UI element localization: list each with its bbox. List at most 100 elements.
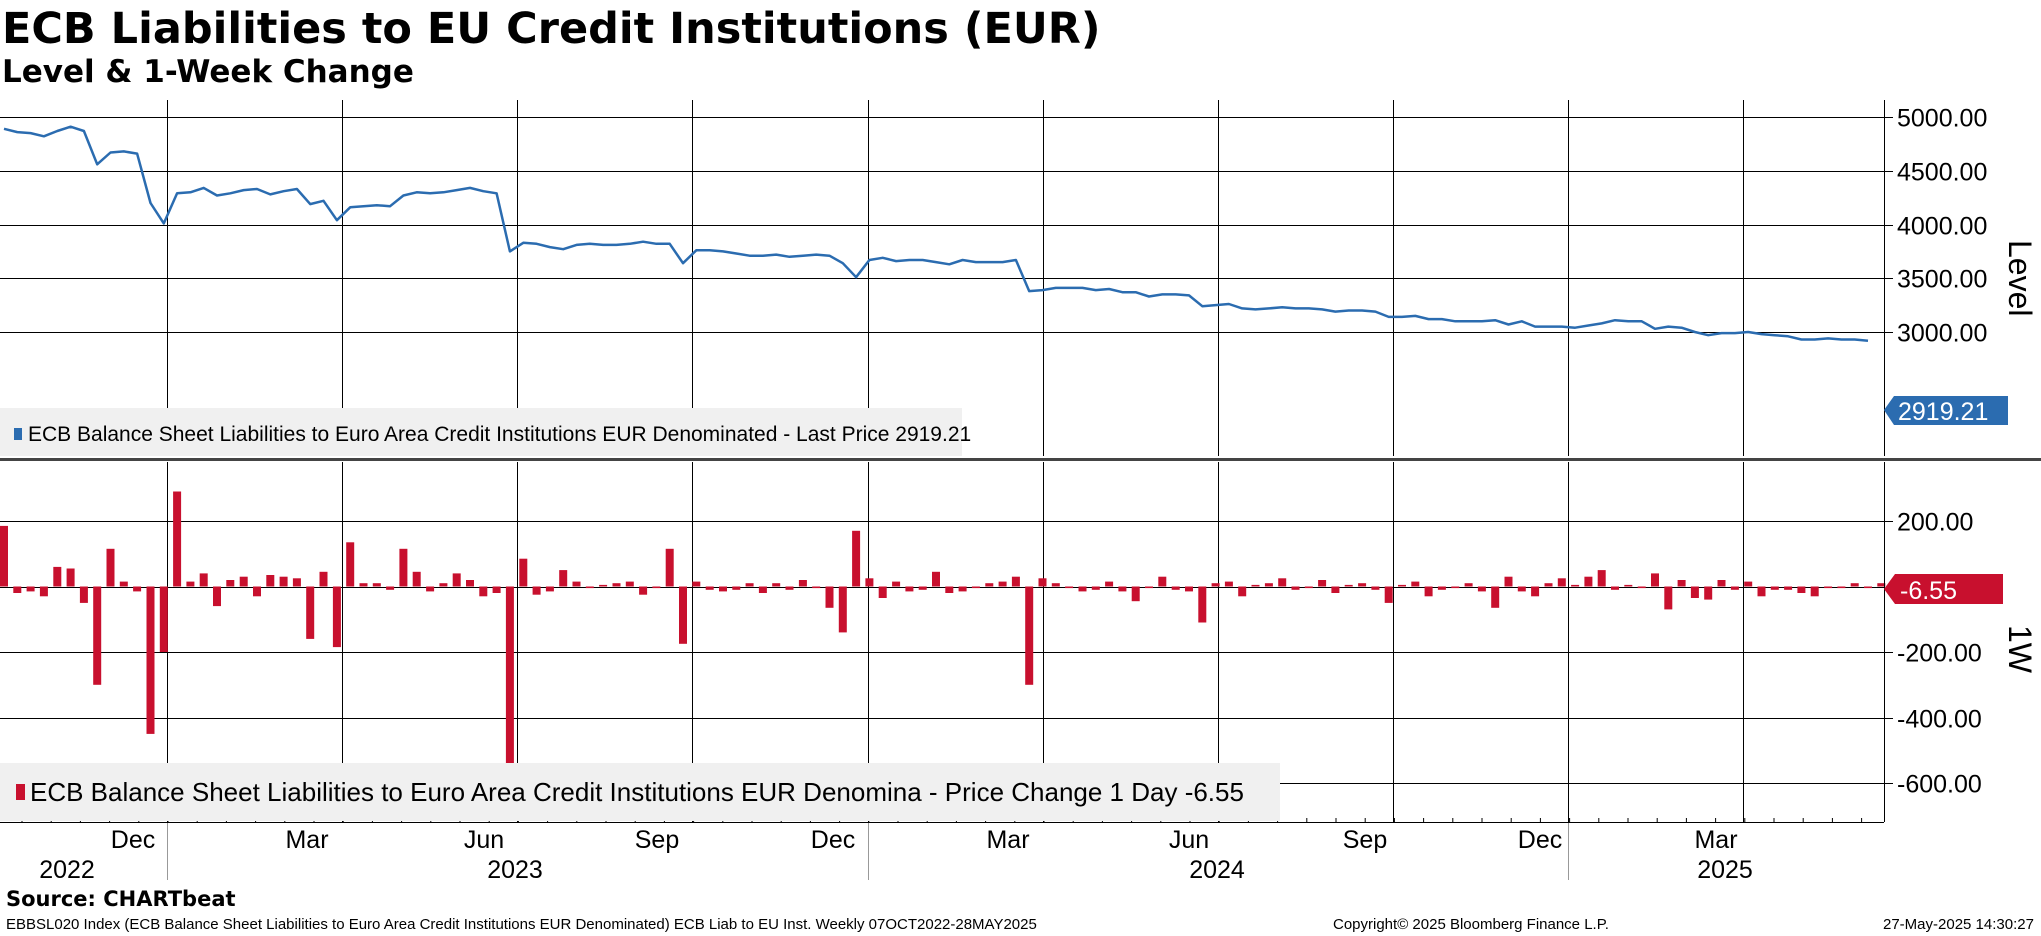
change-bar <box>119 581 128 587</box>
level-series-line <box>3 125 1869 342</box>
x-month-label: Dec <box>1518 826 1562 854</box>
change-bar <box>452 573 461 587</box>
change-bar <box>1704 586 1713 600</box>
change-bar <box>679 586 687 644</box>
x-year-label: 2024 <box>1189 856 1245 884</box>
change-bar <box>466 580 474 587</box>
change-bar <box>852 530 861 587</box>
change-bar <box>199 573 208 587</box>
change-bar <box>1158 576 1167 587</box>
bottom-legend-bg <box>0 763 1280 821</box>
x-month-label: Dec <box>811 826 855 854</box>
change-bar <box>918 586 927 590</box>
change-bar <box>1358 583 1367 587</box>
change-bar <box>1224 581 1233 587</box>
change-bar <box>213 586 221 607</box>
change-bar <box>1797 586 1806 593</box>
footer-copyright: Copyright© 2025 Bloomberg Finance L.P. <box>1333 916 1609 933</box>
change-bar <box>1105 581 1114 587</box>
change-bar <box>146 586 155 734</box>
change-bar <box>1424 586 1433 597</box>
change-bar <box>1464 583 1473 587</box>
change-bar <box>1051 583 1060 587</box>
change-bar <box>106 548 115 587</box>
change-bar <box>386 586 395 590</box>
change-bar <box>332 586 341 648</box>
change-bar <box>492 586 501 593</box>
change-bar <box>359 583 368 587</box>
change-bar <box>13 586 22 593</box>
change-bar <box>1624 584 1633 587</box>
change-bar <box>79 586 88 603</box>
change-bar <box>1770 586 1779 590</box>
change-bar <box>292 578 301 587</box>
change-bar <box>26 586 35 592</box>
change-axis-title: 1W <box>2002 625 2038 674</box>
change-bar <box>1517 586 1526 592</box>
change-bar <box>1690 586 1699 598</box>
x-month-label: Dec <box>111 826 155 854</box>
change-bar <box>1437 586 1446 590</box>
change-bar <box>559 570 568 587</box>
change-bar <box>692 581 701 587</box>
y-tick-label-top: 4500.00 <box>1897 159 1987 187</box>
bottom-legend-swatch <box>16 784 25 800</box>
y-tick-label-top: 3000.00 <box>1897 320 1987 348</box>
change-bar <box>572 581 581 587</box>
change-bar <box>1544 583 1553 587</box>
change-bar <box>1651 573 1659 587</box>
change-bar <box>1810 586 1819 597</box>
change-bar <box>785 586 794 590</box>
change-bar <box>1198 586 1207 623</box>
x-year-label: 2023 <box>487 856 543 884</box>
change-bar <box>412 571 421 587</box>
x-month-label: Jun <box>464 826 504 854</box>
line-layer <box>3 125 1869 342</box>
change-bar <box>1318 580 1327 587</box>
change-bar <box>426 586 435 592</box>
ticks-layer: Dec Mar Jun Sep Dec Mar Jun Sep Dec Mar 2022 2023 20… <box>21 105 1987 884</box>
change-bar <box>905 586 914 592</box>
y-tick-label-top: 3500.00 <box>1897 266 1987 294</box>
change-bar <box>772 583 781 587</box>
change-bar <box>226 580 235 587</box>
change-bar <box>985 583 994 587</box>
change-bar <box>1877 583 1886 587</box>
change-bar <box>1557 578 1566 587</box>
axis-layer <box>0 100 2041 823</box>
change-bar <box>1491 586 1500 608</box>
change-bar <box>93 586 102 685</box>
change-bar <box>346 542 355 587</box>
change-bar <box>1864 586 1872 589</box>
top-legend-text: ECB Balance Sheet Liabilities to Euro Ar… <box>28 423 971 446</box>
change-bar <box>878 586 887 598</box>
change-bar <box>319 571 328 587</box>
level-last-badge <box>1884 396 2008 425</box>
change-bar <box>652 586 661 589</box>
change-bar <box>1264 583 1273 587</box>
change-bar <box>479 586 488 597</box>
top-legend-bg <box>0 408 962 456</box>
change-bar <box>612 583 621 587</box>
change-bar <box>1664 586 1673 610</box>
y-tick-label-bottom: 200.00 <box>1897 509 1973 537</box>
change-bar <box>266 575 275 587</box>
change-bar <box>1211 583 1220 587</box>
change-bar <box>173 491 182 587</box>
change-bar <box>39 586 48 597</box>
change-bar <box>1171 586 1180 590</box>
change-bar <box>599 584 608 587</box>
change-bar <box>399 548 408 587</box>
y-tick-label-top: 4000.00 <box>1897 213 1987 241</box>
bars-layer <box>0 491 1899 764</box>
x-month-label: Mar <box>1694 826 1737 854</box>
change-bar <box>1278 578 1287 587</box>
change-bar <box>1118 586 1127 592</box>
change-bar <box>1451 586 1460 589</box>
change-bar <box>1677 580 1686 587</box>
change-bar <box>1571 584 1580 587</box>
change-bar <box>1504 576 1513 587</box>
change-bar <box>1637 586 1646 589</box>
change-bar <box>1304 586 1313 589</box>
change-bar <box>239 576 248 587</box>
